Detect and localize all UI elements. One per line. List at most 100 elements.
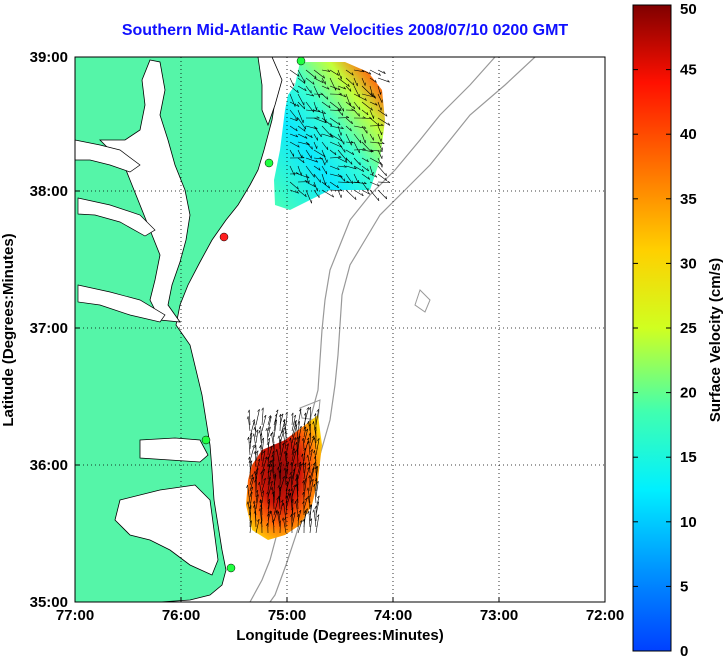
velocity-vector-head [285, 411, 288, 415]
x-tick-label: 77:00 [56, 607, 94, 624]
velocity-vector-head [279, 438, 282, 442]
velocity-vector [369, 85, 374, 97]
potomac-river [75, 139, 141, 173]
velocity-vector [353, 125, 367, 129]
velocity-vector [303, 428, 309, 444]
velocity-vector [305, 141, 313, 150]
velocity-vector-head [367, 168, 369, 172]
velocity-vector [313, 125, 322, 138]
velocity-vector [337, 125, 342, 136]
velocity-vector-head [284, 517, 286, 521]
colorbar-tick-label: 20 [680, 385, 697, 402]
velocity-vector [369, 77, 377, 83]
velocity-vector-head [388, 122, 391, 126]
velocity-vector [261, 437, 265, 456]
velocity-vector [337, 173, 346, 182]
velocity-vector [377, 165, 387, 177]
velocity-vector [321, 133, 334, 138]
velocity-vector-head [246, 484, 248, 488]
velocity-vector [377, 77, 390, 83]
velocity-vector-head [291, 499, 294, 502]
velocity-vector-head [307, 462, 310, 466]
velocity-vector [305, 157, 318, 163]
velocity-vector-head [317, 438, 320, 441]
velocity-vector [313, 149, 326, 158]
velocity-vector-head [361, 193, 364, 197]
velocity-vector [329, 125, 344, 130]
velocity-vector [291, 499, 294, 516]
velocity-vector-head [277, 466, 279, 470]
velocity-vector-head [303, 412, 307, 416]
velocity-vector-head [359, 162, 361, 166]
velocity-vector [261, 450, 266, 468]
velocity-vector-head [294, 421, 296, 425]
velocity-vector-head [307, 142, 310, 146]
y-tick-label: 37:00 [30, 320, 68, 337]
velocity-vector [345, 133, 352, 146]
velocity-vector [279, 469, 282, 486]
velocity-vector-head [306, 175, 310, 179]
velocity-vector [313, 109, 326, 115]
velocity-vector [369, 189, 380, 202]
velocity-vector [285, 495, 288, 516]
velocity-vector [267, 476, 271, 492]
velocity-vector [267, 442, 269, 456]
velocity-vector-head [383, 71, 386, 74]
velocity-vector [345, 125, 352, 132]
velocity-vector-head [354, 196, 357, 200]
velocity-vector [313, 157, 323, 160]
velocity-vector-head [378, 72, 381, 76]
velocity-vector [303, 437, 305, 450]
velocity-vector-head [361, 168, 365, 172]
velocity-vector [377, 101, 382, 111]
velocity-vector-head [302, 480, 305, 484]
velocity-vector-head [269, 416, 272, 419]
velocity-vector-head [368, 71, 372, 75]
velocity-vector [337, 157, 348, 163]
velocity-vector-head [268, 426, 271, 430]
velocity-vector-head [267, 501, 270, 504]
velocity-vector [377, 173, 387, 181]
velocity-vector-head [266, 442, 269, 445]
velocity-vector [314, 437, 317, 450]
velocity-vector [289, 181, 299, 190]
velocity-vector [254, 451, 257, 468]
velocity-vector [303, 426, 307, 438]
velocity-vector [329, 101, 342, 111]
velocity-vector-head [327, 86, 330, 90]
velocity-vector [313, 69, 325, 79]
velocity-vector-head [312, 81, 315, 85]
velocity-vector [353, 77, 358, 87]
velocity-vector-head [316, 481, 319, 484]
velocity-vector-head [308, 180, 310, 184]
velocity-vector [321, 181, 330, 189]
velocity-vector [309, 449, 313, 462]
velocity-vector [285, 412, 288, 426]
velocity-vector-head [281, 442, 285, 446]
velocity-vector-head [285, 469, 289, 472]
velocity-vector-head [343, 94, 347, 98]
velocity-vector-head [253, 510, 256, 514]
velocity-vector-head [295, 172, 299, 174]
velocity-vector-head [271, 454, 274, 458]
velocity-vector-head [346, 115, 350, 118]
velocity-vector-head [270, 486, 273, 490]
velocity-vector-head [317, 495, 320, 499]
velocity-vector [353, 149, 366, 151]
velocity-vector [297, 464, 302, 480]
velocity-vector [353, 93, 367, 101]
velocity-vector-head [298, 461, 302, 465]
velocity-vector-head [273, 473, 276, 477]
velocity-vector [321, 77, 326, 85]
velocity-vector [271, 433, 275, 450]
velocity-vector [261, 490, 264, 504]
velocity-vector-head [292, 512, 296, 515]
velocity-vector [337, 189, 342, 198]
velocity-vector-head [279, 461, 282, 465]
velocity-vector-head [297, 73, 300, 77]
velocity-vector-head [301, 462, 304, 466]
velocity-vector [353, 85, 360, 98]
velocity-vector-head [277, 495, 280, 499]
velocity-vector [303, 508, 308, 522]
